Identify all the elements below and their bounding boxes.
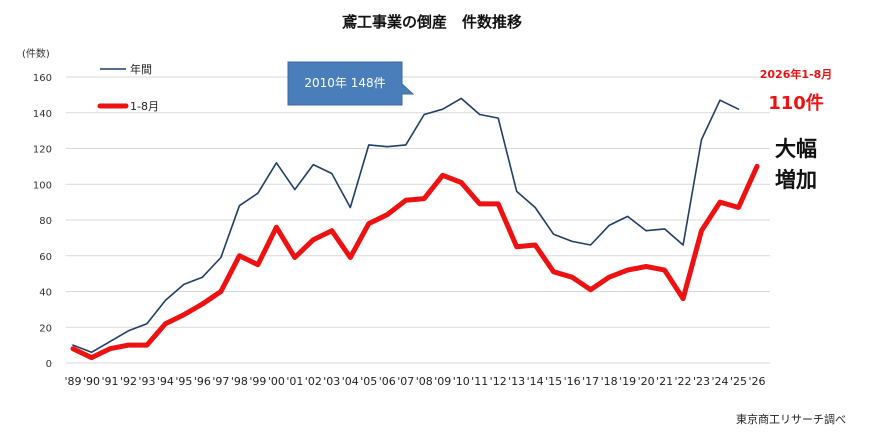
comment-line-1: 大幅 [775, 137, 817, 161]
x-tick-label: '00 [268, 375, 285, 388]
x-tick-label: '12 [490, 375, 507, 388]
x-tick-label: '03 [323, 375, 340, 388]
x-tick-label: '94 [157, 375, 174, 388]
x-tick-label: '17 [582, 375, 599, 388]
x-tick-label: '08 [416, 375, 433, 388]
x-tick-label: '02 [305, 375, 322, 388]
x-tick-label: '09 [434, 375, 451, 388]
x-tick-label: '04 [342, 375, 359, 388]
comment-line-2: 増加 [775, 168, 817, 192]
x-tick-label: '97 [212, 375, 229, 388]
x-tick-label: '11 [471, 375, 488, 388]
x-tick-label: '05 [360, 375, 377, 388]
x-tick-label: '20 [638, 375, 655, 388]
x-tick-label: '25 [730, 375, 747, 388]
source-note: 東京商工リサーチ調べ [736, 412, 846, 426]
x-tick-label: '91 [101, 375, 118, 388]
latest-period-value: 110件 [768, 92, 824, 114]
x-tick-label: '15 [545, 375, 562, 388]
y-axis-ticks: 0 20 40 60 80 100 120 140 160 [33, 73, 52, 370]
gridlines [66, 76, 770, 364]
x-tick-label: '93 [138, 375, 155, 388]
x-tick-label: '26 [748, 375, 765, 388]
y-tick-label: 140 [33, 109, 52, 120]
y-tick-label: 100 [33, 180, 52, 191]
peak-callout-text: 2010年 148件 [304, 76, 385, 90]
peak-callout: 2010年 148件 [287, 61, 415, 106]
y-axis-unit-label: (件数) [22, 47, 50, 60]
peak-callout-box [287, 61, 415, 106]
x-tick-label: '06 [379, 375, 396, 388]
x-axis-ticks: '89'90'91'92'93'94'95'96'97'98'99'00'01 '… [64, 375, 765, 388]
x-tick-label: '23 [693, 375, 710, 388]
x-tick-label: '95 [175, 375, 192, 388]
x-tick-label: '99 [249, 375, 266, 388]
y-tick-label: 0 [46, 359, 52, 370]
x-tick-label: '10 [453, 375, 470, 388]
y-tick-label: 40 [39, 288, 52, 299]
x-tick-label: '14 [527, 375, 544, 388]
y-tick-label: 120 [33, 145, 52, 156]
series-line-jan-aug [70, 163, 760, 361]
x-tick-label: '16 [564, 375, 581, 388]
legend-label-annual: 年間 [130, 62, 152, 76]
x-tick-label: '89 [64, 375, 81, 388]
x-tick-label: '90 [83, 375, 100, 388]
legend: 年間 1-8月 [97, 62, 159, 113]
x-tick-label: '92 [120, 375, 137, 388]
y-tick-label: 80 [39, 216, 52, 227]
x-tick-label: '22 [675, 375, 692, 388]
x-tick-label: '19 [619, 375, 636, 388]
latest-period-label: 2026年1-8月 [760, 67, 833, 81]
x-tick-label: '24 [712, 375, 729, 388]
x-tick-label: '13 [508, 375, 525, 388]
y-tick-label: 60 [39, 252, 52, 263]
legend-label-jan-aug: 1-8月 [130, 100, 159, 113]
x-tick-label: '18 [601, 375, 618, 388]
chart-title: 鳶工事業の倒産 件数推移 [342, 13, 522, 31]
x-tick-label: '98 [231, 375, 248, 388]
x-tick-label: '21 [656, 375, 673, 388]
x-tick-label: '96 [194, 375, 211, 388]
x-tick-label: '07 [397, 375, 414, 388]
series-line-annual [72, 97, 740, 354]
x-tick-label: '01 [286, 375, 303, 388]
series-lines [70, 97, 760, 361]
y-tick-label: 160 [33, 73, 52, 84]
y-tick-label: 20 [39, 323, 52, 334]
